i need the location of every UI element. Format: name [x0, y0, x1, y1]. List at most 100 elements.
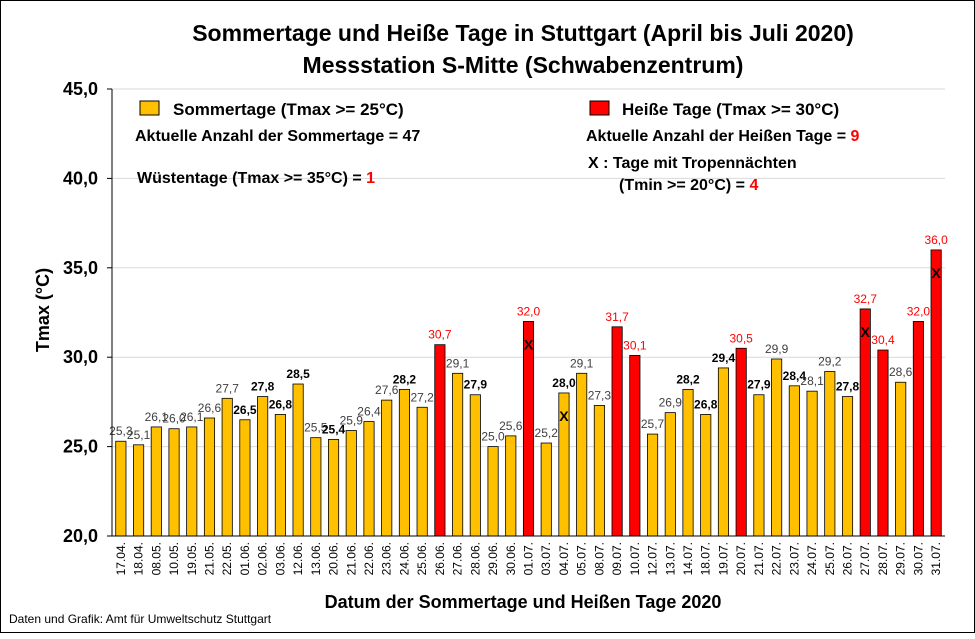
bar	[895, 381, 907, 537]
value-label: 25,3	[109, 424, 133, 438]
value-label: 30,4	[871, 333, 895, 347]
annotation-sommertage: Aktuelle Anzahl der Sommertage = 47	[135, 128, 420, 145]
y-tick-label: 25,0	[63, 437, 98, 457]
bar	[452, 372, 464, 537]
bar	[647, 433, 659, 537]
value-label: 27,9	[464, 378, 488, 392]
bar	[700, 414, 712, 537]
x-tick-label: 22.05.	[220, 542, 234, 575]
value-label: 31,7	[605, 310, 629, 324]
x-tick-label: 24.07.	[805, 542, 819, 575]
bar	[150, 426, 162, 537]
bar	[487, 446, 499, 537]
x-tick-label: 23.07.	[787, 542, 801, 575]
source-footer: Daten und Grafik: Amt für Umweltschutz S…	[9, 612, 272, 626]
value-label: 28,1	[800, 374, 824, 388]
value-label: 27,8	[251, 380, 275, 394]
bar	[841, 396, 854, 537]
x-tick-label: 12.06.	[291, 542, 305, 575]
bar	[310, 437, 322, 537]
bar	[576, 372, 588, 537]
x-tick-label: 17.04.	[114, 542, 128, 575]
bar	[629, 355, 641, 537]
x-tick-label: 26.06.	[433, 542, 447, 575]
annotation-wuestentage-count: 1	[366, 170, 375, 187]
tropical-night-marker: X	[861, 324, 871, 340]
x-tick-label: 24.06.	[397, 542, 411, 575]
annotation-tropennaechte-line2: (Tmin >= 20°C) = 4	[619, 177, 758, 194]
value-label: 30,7	[428, 328, 452, 342]
bar	[257, 396, 269, 537]
x-tick-label: 20.07.	[734, 542, 748, 575]
value-label: 26,6	[198, 401, 222, 415]
bar	[877, 349, 889, 537]
value-label: 27,3	[588, 388, 612, 402]
bar	[274, 414, 286, 537]
bar	[771, 358, 783, 537]
legend-swatch-sommertage	[139, 100, 160, 116]
bar	[859, 308, 871, 537]
value-label: 25,4	[322, 422, 346, 436]
bar	[788, 385, 800, 537]
x-tick-label: 20.06.	[327, 542, 341, 575]
bar	[522, 321, 535, 537]
x-tick-label: 13.06.	[309, 542, 323, 575]
value-label: 25,1	[127, 428, 151, 442]
annotation-heisse-tage-count: 9	[851, 128, 860, 145]
x-tick-label: 22.06.	[362, 542, 376, 575]
bar	[717, 367, 729, 537]
value-label: 26,1	[180, 410, 204, 424]
x-tick-label: 18.07.	[699, 542, 713, 575]
x-tick-label: 30.06.	[504, 542, 518, 575]
value-label: 26,8	[694, 397, 718, 411]
bar-series	[115, 249, 942, 537]
bar	[824, 371, 836, 537]
bar	[593, 405, 605, 537]
x-tick-label: 08.07.	[592, 542, 606, 575]
chart-subtitle: Messstation S-Mitte (Schwabenzentrum)	[303, 52, 744, 78]
grid-lines	[112, 88, 945, 448]
bar	[682, 388, 694, 537]
x-tick-label: 19.05.	[185, 542, 199, 575]
annotation-tropennaechte-text: (Tmin >= 20°C) =	[619, 177, 749, 194]
x-tick-label: 25.07.	[823, 542, 837, 575]
x-tick-label: 21.06.	[344, 542, 358, 575]
value-label: 28,6	[889, 365, 913, 379]
bar	[912, 321, 924, 537]
x-axis-label: Datum der Sommertage und Heißen Tage 202…	[325, 592, 722, 612]
value-label: 28,0	[552, 376, 576, 390]
x-tick-label: 10.07.	[628, 542, 642, 575]
value-label: 26,5	[233, 403, 257, 417]
value-label: 27,9	[747, 378, 771, 392]
tropical-night-markers: X X X X	[524, 265, 942, 424]
value-label: 32,0	[517, 304, 541, 318]
x-tick-label: 30.07.	[911, 542, 925, 575]
y-tick-label: 45,0	[63, 79, 98, 99]
y-axis-label: Tmax (°C)	[33, 268, 53, 352]
value-label: 29,2	[818, 355, 842, 369]
value-label: 30,5	[730, 331, 754, 345]
annotation-tropennaechte-line1: X : Tage mit Tropennächten	[588, 155, 797, 172]
x-tick-label: 21.05.	[202, 542, 216, 575]
value-label: 27,8	[836, 380, 860, 394]
tropical-night-marker: X	[524, 336, 534, 352]
value-label: 27,2	[410, 390, 434, 404]
x-tick-label: 28.07.	[876, 542, 890, 575]
x-tick-label: 05.07.	[575, 542, 589, 575]
x-tick-label: 10.05.	[167, 542, 181, 575]
value-label: 29,4	[712, 351, 736, 365]
value-label: 26,4	[357, 405, 381, 419]
value-label: 25,6	[499, 419, 523, 433]
bar	[735, 347, 747, 537]
y-tick-label: 20,0	[63, 526, 98, 546]
x-tick-label: 23.06.	[380, 542, 394, 575]
bar	[186, 426, 198, 537]
legend: Sommertage (Tmax >= 25°C) Heiße Tage (Tm…	[139, 100, 839, 119]
bar	[292, 383, 304, 537]
x-tick-label: 01.06.	[238, 542, 252, 575]
value-label: 30,1	[623, 338, 647, 352]
bar	[363, 421, 375, 537]
x-tick-label: 03.07.	[539, 542, 553, 575]
x-tick-label: 18.04.	[132, 542, 146, 575]
